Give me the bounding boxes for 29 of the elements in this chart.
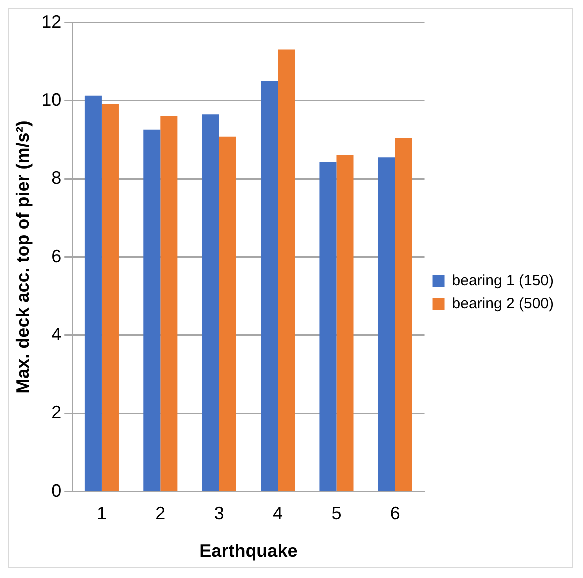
bar <box>336 155 354 492</box>
y-tick-label: 6 <box>52 246 62 266</box>
bar <box>102 104 119 492</box>
bar <box>219 136 236 492</box>
legend-label: bearing 1 (150) <box>452 272 554 290</box>
x-tick-label: 3 <box>214 504 224 524</box>
x-axis-title: Earthquake <box>200 541 298 562</box>
bar <box>160 116 178 492</box>
bar <box>202 114 220 492</box>
y-tick-label: 10 <box>42 90 62 110</box>
y-tick-label: 2 <box>52 402 62 423</box>
x-tick-label: 2 <box>156 504 166 524</box>
y-tick-label: 12 <box>42 12 62 32</box>
legend-label: bearing 2 (500) <box>452 296 554 313</box>
bar <box>261 81 278 492</box>
x-tick-label: 1 <box>96 504 107 524</box>
y-tick-label: 8 <box>52 168 62 188</box>
bar <box>320 162 337 492</box>
y-tick-label: 4 <box>52 324 62 344</box>
y-tick-label: 0 <box>52 480 62 501</box>
bar <box>84 96 102 492</box>
bar <box>395 138 412 492</box>
y-axis-title: Max. deck acc. top of pier (m/s²) <box>12 120 33 394</box>
bar <box>144 130 161 492</box>
x-tick-label: 4 <box>273 504 284 524</box>
x-tick-label: 5 <box>332 504 342 524</box>
x-tick-label: 6 <box>390 504 400 524</box>
bar <box>378 158 396 492</box>
bar <box>278 50 296 492</box>
